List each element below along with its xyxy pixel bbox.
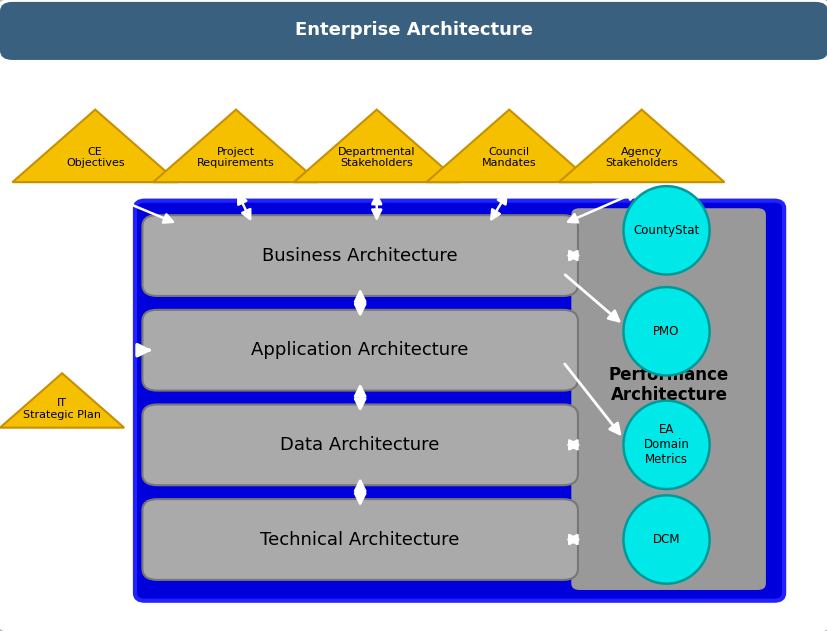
FancyBboxPatch shape [142,310,577,391]
Ellipse shape [623,495,709,584]
Text: CountyStat: CountyStat [633,224,699,237]
Polygon shape [558,110,724,182]
Text: IT
Strategic Plan: IT Strategic Plan [23,398,101,420]
Text: Enterprise Architecture: Enterprise Architecture [294,21,533,39]
Text: CE
Objectives: CE Objectives [66,146,124,168]
Ellipse shape [623,401,709,489]
Text: Council
Mandates: Council Mandates [481,146,536,168]
Text: DCM: DCM [652,533,680,546]
Text: EA
Domain
Metrics: EA Domain Metrics [643,423,689,466]
Polygon shape [0,374,124,428]
Text: PMO: PMO [653,325,679,338]
Text: Project
Requirements: Project Requirements [197,146,275,168]
Text: Performance
Architecture: Performance Architecture [608,365,729,404]
FancyBboxPatch shape [142,499,577,580]
Text: Business Architecture: Business Architecture [262,247,457,264]
FancyBboxPatch shape [0,2,827,60]
FancyBboxPatch shape [142,215,577,296]
Ellipse shape [623,287,709,375]
FancyBboxPatch shape [142,404,577,485]
Polygon shape [12,110,178,182]
FancyBboxPatch shape [571,208,765,590]
Polygon shape [426,110,591,182]
Text: Departmental
Stakeholders: Departmental Stakeholders [337,146,415,168]
Text: Agency
Stakeholders: Agency Stakeholders [605,146,677,168]
Text: Application Architecture: Application Architecture [251,341,468,359]
Text: Technical Architecture: Technical Architecture [261,531,459,548]
FancyBboxPatch shape [135,201,783,601]
Polygon shape [294,110,459,182]
Ellipse shape [623,186,709,274]
Text: Data Architecture: Data Architecture [280,436,439,454]
Polygon shape [153,110,318,182]
